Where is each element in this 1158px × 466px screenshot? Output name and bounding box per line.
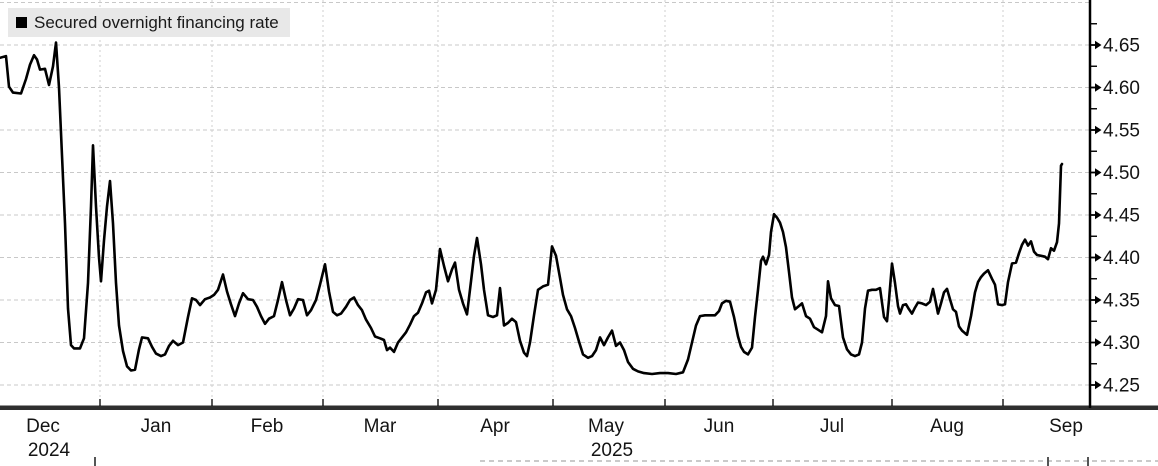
- y-tick-arrow-icon: [1095, 210, 1102, 220]
- x-month-label: Feb: [251, 416, 284, 437]
- y-tick-arrow-icon: [1095, 168, 1102, 177]
- y-tick-label: 4.35: [1103, 291, 1140, 312]
- y-tick-arrow-icon: [1095, 295, 1102, 305]
- y-tick-arrow-icon: [1095, 253, 1102, 262]
- y-tick-arrow-icon: [1095, 40, 1102, 50]
- y-tick-arrow-icon: [1095, 125, 1102, 135]
- x-axis-line: [0, 405, 1158, 410]
- y-tick-label: 4.50: [1103, 163, 1140, 184]
- x-month-label: Apr: [480, 416, 510, 437]
- y-tick-label: 4.40: [1103, 248, 1140, 269]
- y-tick-label: 4.25: [1103, 376, 1140, 397]
- series-line-sofr: [0, 41, 1064, 376]
- x-month-label: Dec: [26, 416, 60, 437]
- y-tick-arrow-icon: [1095, 380, 1102, 390]
- y-tick-label: 4.45: [1103, 206, 1140, 227]
- x-month-label: Sep: [1049, 416, 1083, 437]
- x-month-label: Jun: [704, 416, 735, 437]
- x-month-label: Jan: [141, 416, 172, 437]
- y-tick-label: 4.30: [1103, 333, 1140, 354]
- legend-swatch-icon: [16, 17, 27, 28]
- x-year-label: 2024: [28, 440, 71, 461]
- y-tick-label: 4.55: [1103, 121, 1140, 142]
- y-tick-arrow-icon: [1095, 83, 1102, 92]
- legend-item[interactable]: Secured overnight financing rate: [8, 8, 290, 37]
- y-tick-label: 4.65: [1103, 36, 1140, 57]
- x-month-label: May: [588, 416, 624, 437]
- x-year-label: 2025: [591, 440, 633, 461]
- legend-label: Secured overnight financing rate: [34, 13, 279, 32]
- x-month-label: Aug: [930, 416, 964, 437]
- x-month-label: Mar: [364, 416, 397, 437]
- x-month-label: Jul: [820, 416, 844, 437]
- y-tick-arrow-icon: [1095, 338, 1102, 347]
- y-tick-label: 4.60: [1103, 78, 1140, 99]
